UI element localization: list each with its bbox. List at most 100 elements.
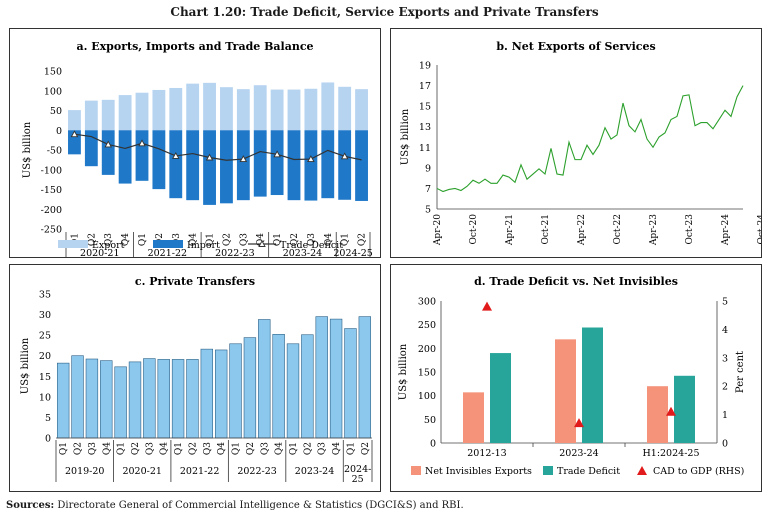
x-tick-label: Q3	[145, 442, 155, 455]
trade-deficit-marker	[104, 140, 112, 148]
import-bar	[152, 130, 166, 190]
trade-deficit-marker	[340, 152, 349, 160]
x-tick-label: Q2	[290, 233, 300, 246]
transfer-bar	[358, 316, 372, 439]
legend-label-cad: CAD to GDP (RHS)	[653, 466, 744, 477]
x-tick-label: Q3	[104, 233, 114, 246]
panel-net-services: b. Net Exports of Services US$ billion 19 1…	[390, 28, 762, 258]
x-tick-label: Q3	[172, 233, 182, 246]
x-tick-label: Q3	[307, 233, 317, 246]
export-bar	[338, 86, 352, 131]
export-bar	[253, 85, 267, 131]
import-bar	[338, 130, 352, 200]
x-tick-label: Q4	[160, 442, 170, 455]
legend-label-deficit: Trade Deficit	[557, 466, 620, 477]
x-tick-label: Q1	[174, 442, 184, 455]
transfer-bar	[301, 334, 314, 439]
trade-deficit-marker	[307, 155, 315, 163]
x-tick-label: Q3	[88, 442, 98, 455]
export-bar	[152, 89, 166, 131]
legend-swatch-import	[153, 240, 183, 248]
y-tick-label: 50	[50, 106, 62, 117]
x-tick-label: Oct-22	[613, 214, 623, 245]
transfer-bar	[243, 337, 257, 439]
x-tick-label: Q1	[138, 233, 148, 246]
export-bar	[186, 83, 200, 131]
import-bar	[169, 130, 183, 199]
legend-swatch-deficit	[543, 466, 553, 475]
y-tick-label: 0	[56, 126, 62, 137]
y-tick-label: 13	[419, 122, 431, 133]
transfer-bar	[214, 349, 228, 439]
y-axis-label: US$ billion	[20, 337, 31, 394]
export-bar	[236, 89, 250, 131]
transfer-bar	[200, 348, 214, 439]
x-tick-label: Q4	[275, 442, 285, 455]
x-tick-label: Q4	[217, 442, 227, 455]
import-bar	[321, 130, 335, 199]
net-invisibles-bar	[647, 386, 668, 443]
y-tick-label: 10	[39, 392, 51, 403]
x-tick-label: Oct-20	[469, 214, 479, 245]
x-tick-label: Q1	[232, 442, 242, 455]
panel-trade-deficit-invisibles: d. Trade Deficit vs. Net Invisibles US$ b…	[390, 264, 762, 492]
x-tick-label: Q2	[222, 233, 232, 246]
net-invisibles-bar	[555, 339, 576, 443]
import-bar	[304, 130, 318, 201]
import-bar	[355, 130, 368, 201]
y-tick-label: 25	[39, 331, 51, 342]
y2-tick-label: 4	[722, 325, 728, 336]
x-tick-label: Q3	[239, 233, 249, 246]
chart-title: b. Net Exports of Services	[496, 40, 655, 53]
chart-title: a. Exports, Imports and Trade Balance	[76, 40, 313, 53]
transfer-bar	[71, 355, 84, 439]
y-tick-label: 11	[419, 143, 431, 154]
y-tick-label: 50	[424, 415, 436, 426]
x-tick-label: Q2	[358, 233, 368, 246]
transfer-bar	[171, 359, 185, 439]
y-tick-label: 9	[425, 163, 431, 174]
x-tick-label: Q4	[189, 233, 199, 246]
import-bar	[220, 130, 233, 204]
transfer-bar	[157, 359, 170, 439]
y-tick-label: -200	[41, 205, 62, 216]
transfer-bar	[329, 318, 343, 439]
y-tick-label: -100	[41, 165, 62, 176]
export-bar	[321, 82, 335, 131]
y-tick-label: -250	[41, 225, 62, 236]
x-tick-label: Oct-24	[757, 214, 761, 245]
transfer-bar	[85, 358, 99, 439]
y-axis-label: US$ billion	[400, 108, 411, 165]
y2-tick-label: 3	[722, 353, 728, 364]
x-tick-label: Q1	[346, 442, 356, 455]
group-label: 2022-23	[215, 248, 254, 257]
x-tick-label: Apr-21	[505, 214, 515, 246]
y2-tick-label: 1	[722, 410, 728, 421]
trade-deficit-bar	[490, 353, 511, 443]
x-tick-label: 2023-24	[559, 448, 598, 459]
x-tick-label: Q2	[155, 233, 165, 246]
import-bar	[253, 130, 267, 197]
x-tick-label: Q1	[341, 233, 351, 246]
export-bar	[135, 92, 149, 131]
y-tick-label: 35	[39, 290, 51, 301]
transfer-bar	[128, 361, 142, 439]
x-tick-label: Q1	[206, 233, 216, 246]
x-tick-label: Apr-20	[433, 214, 443, 246]
y-tick-label: 100	[418, 391, 436, 402]
x-tick-label: 2012-13	[467, 448, 506, 459]
y-tick-label: 19	[419, 61, 431, 72]
y-tick-label: 20	[39, 351, 51, 362]
transfer-bar	[315, 316, 328, 439]
export-bar	[287, 89, 301, 131]
export-bar	[68, 110, 81, 131]
import-bar	[135, 130, 149, 181]
x-tick-label: Q1	[70, 233, 80, 246]
y-tick-label: 200	[418, 344, 436, 355]
group-label: 2023-24	[283, 248, 322, 257]
transfer-bar	[143, 358, 156, 439]
y-tick-label: 150	[44, 67, 62, 78]
y-tick-label: 0	[45, 434, 51, 445]
transfer-bar	[272, 334, 285, 439]
group-label: 2020-21	[122, 466, 161, 477]
